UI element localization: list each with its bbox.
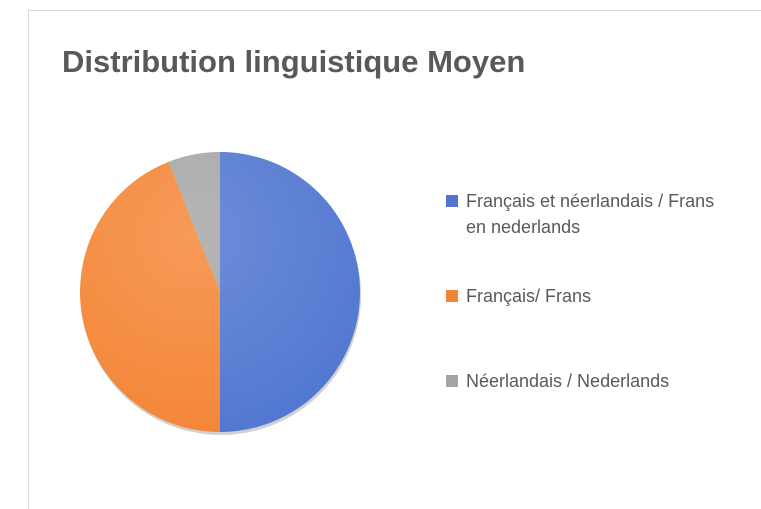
pie [79,152,361,435]
legend-swatch [446,195,458,207]
pie-slice [220,152,360,432]
legend-swatch [446,290,458,302]
chart-title: Distribution linguistique Moyen [62,44,525,79]
chart-border [28,10,761,509]
legend-label: Français/ Frans [466,286,592,306]
legend-label: Néerlandais / Nederlands [466,371,670,391]
legend-item: Français/ Frans [446,283,746,309]
legend-label: Français et néerlandais / Frans en neder… [466,191,715,237]
legend-swatch [446,375,458,387]
legend-item: Néerlandais / Nederlands [446,368,746,394]
legend-item: Français et néerlandais / Frans en neder… [446,188,746,240]
